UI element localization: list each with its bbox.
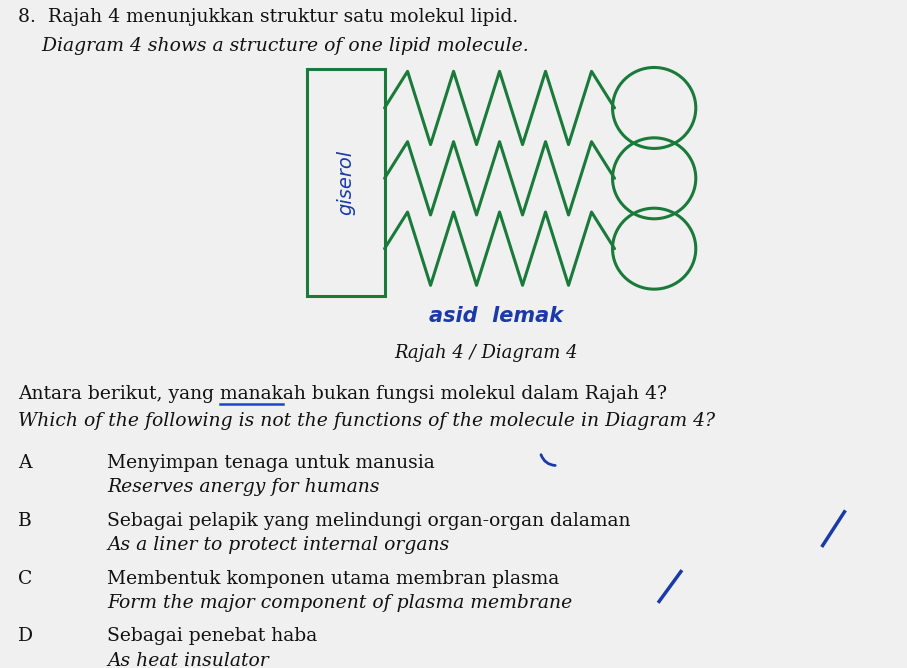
Text: Diagram 4 shows a structure of one lipid molecule.: Diagram 4 shows a structure of one lipid… (18, 37, 529, 55)
Text: D: D (18, 627, 33, 645)
Text: Reserves anergy for humans: Reserves anergy for humans (107, 478, 379, 496)
Text: A: A (18, 454, 32, 472)
Text: Sebagai penebat haba: Sebagai penebat haba (107, 627, 317, 645)
Text: As a liner to protect internal organs: As a liner to protect internal organs (107, 536, 449, 554)
Text: As heat insulator: As heat insulator (107, 651, 268, 668)
Text: Antara berikut, yang manakah bukan fungsi molekul dalam Rajah 4?: Antara berikut, yang manakah bukan fungs… (18, 385, 667, 403)
Text: C: C (18, 570, 33, 588)
Bar (307, 69, 385, 296)
Text: Form the major component of plasma membrane: Form the major component of plasma membr… (107, 594, 572, 612)
Text: Rajah 4 / Diagram 4: Rajah 4 / Diagram 4 (394, 344, 578, 362)
Text: 8.  Rajah 4 menunjukkan struktur satu molekul lipid.: 8. Rajah 4 menunjukkan struktur satu mol… (18, 8, 518, 25)
Text: giserol: giserol (336, 150, 356, 215)
Text: asid  lemak: asid lemak (428, 305, 562, 325)
Text: Sebagai pelapik yang melindungi organ-organ dalaman: Sebagai pelapik yang melindungi organ-or… (107, 512, 630, 530)
Text: Which of the following is not the functions of the molecule in Diagram 4?: Which of the following is not the functi… (18, 411, 715, 430)
Text: Membentuk komponen utama membran plasma: Membentuk komponen utama membran plasma (107, 570, 560, 588)
Text: B: B (18, 512, 32, 530)
Text: Menyimpan tenaga untuk manusia: Menyimpan tenaga untuk manusia (107, 454, 434, 472)
